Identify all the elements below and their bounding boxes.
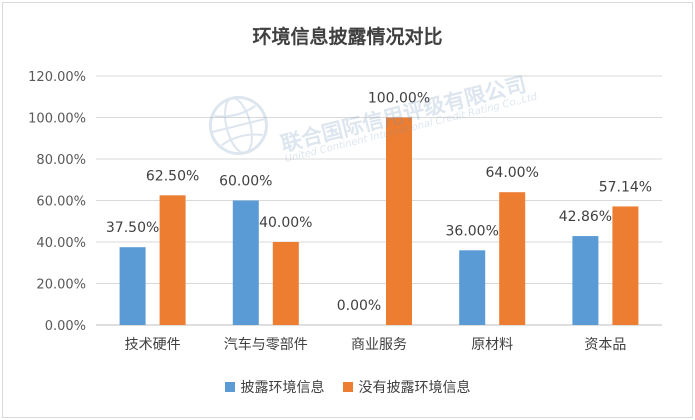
data-label: 64.00%: [486, 165, 539, 181]
x-tick-label: 资本品: [584, 337, 626, 353]
data-label: 100.00%: [368, 91, 430, 107]
bar-not-disclosed: [499, 192, 526, 325]
legend: 披露环境信息 没有披露环境信息: [0, 377, 695, 397]
bar-disclosed: [232, 200, 259, 325]
bar-disclosed: [119, 247, 146, 325]
x-tick-label: 原材料: [471, 337, 513, 353]
y-tick-label: 0.00%: [45, 319, 86, 334]
data-label: 40.00%: [259, 215, 312, 231]
y-tick-label: 120.00%: [28, 70, 86, 85]
bar-not-disclosed: [612, 206, 639, 325]
bar-not-disclosed: [159, 195, 186, 325]
y-tick-label: 20.00%: [36, 278, 86, 293]
chart-title: 环境信息披露情况对比: [252, 26, 443, 48]
legend-item-disclosed: 披露环境信息: [224, 377, 325, 397]
y-tick-label: 100.00%: [28, 112, 86, 127]
bar-disclosed: [572, 236, 599, 325]
data-label: 60.00%: [219, 174, 272, 190]
legend-swatch-not-disclosed: [342, 382, 353, 392]
x-tick-label: 汽车与零部件: [224, 336, 308, 353]
y-tick-label: 80.00%: [36, 153, 86, 168]
x-tick-label: 技术硬件: [125, 337, 181, 353]
data-label: 0.00%: [337, 298, 381, 314]
bar-not-disclosed: [386, 117, 412, 325]
data-label: 36.00%: [446, 223, 499, 239]
legend-label-not-disclosed: 没有披露环境信息: [358, 380, 471, 396]
data-label: 37.50%: [106, 220, 159, 236]
bar-not-disclosed: [272, 242, 299, 325]
legend-swatch-disclosed: [224, 382, 235, 392]
data-label: 62.50%: [146, 168, 199, 184]
legend-label-disclosed: 披露环境信息: [240, 380, 325, 396]
y-tick-label: 40.00%: [36, 236, 86, 251]
bar-disclosed: [459, 250, 486, 325]
y-tick-label: 60.00%: [36, 195, 86, 210]
legend-item-not-disclosed: 没有披露环境信息: [342, 377, 471, 397]
data-label: 42.86%: [559, 209, 612, 225]
data-label: 57.14%: [599, 179, 652, 195]
x-tick-label: 商业服务: [351, 337, 407, 353]
